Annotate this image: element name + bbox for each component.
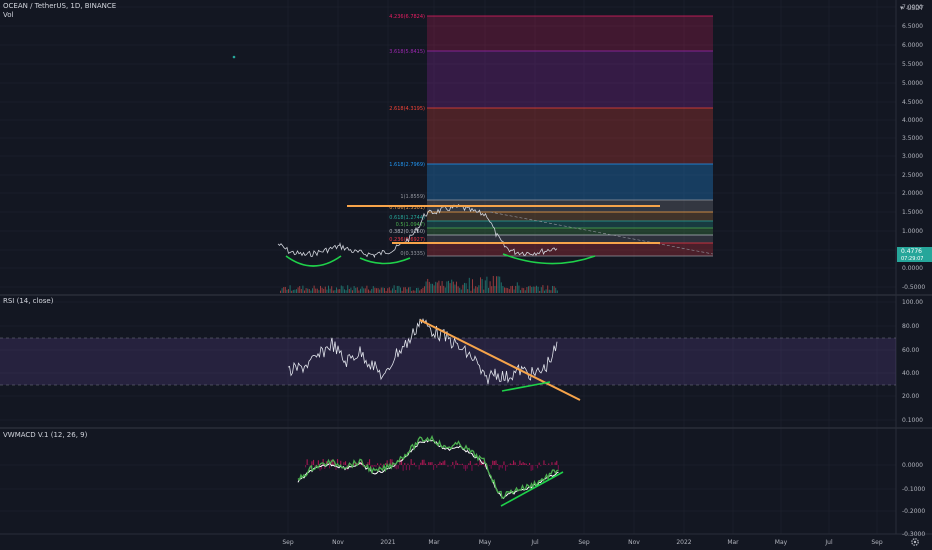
- time-axis-label: Jul: [824, 539, 833, 546]
- chart-marker-dot: [232, 55, 236, 59]
- macd-axis[interactable]: 0.1000 0.0000 -0.1000 -0.2000 -0.3000: [902, 417, 925, 538]
- fib-band-3618: [427, 51, 713, 108]
- price-axis-label: 1.5000: [902, 209, 923, 216]
- rsi-axis-label: 80.00: [902, 323, 919, 330]
- volume-bars: [280, 275, 558, 293]
- time-axis-label: Nov: [332, 539, 344, 546]
- cup-pattern-curves[interactable]: [285, 253, 596, 267]
- projection-dashed-line[interactable]: [489, 211, 714, 255]
- last-price-badge: 0.4776 07:29:07: [897, 247, 932, 262]
- time-axis-label: Sep: [871, 539, 883, 546]
- macd-trend-line[interactable]: [500, 471, 564, 507]
- price-axis-label: 2.5000: [902, 172, 923, 179]
- last-price-value: 0.4776: [901, 248, 922, 255]
- price-axis-label: 6.0000: [902, 42, 923, 49]
- fib-band-0786: [427, 212, 713, 221]
- fib-label: 0.618(1.2744): [389, 215, 425, 221]
- price-axis-label: 6.5000: [902, 23, 923, 30]
- fib-label: 0.382(0.9150): [389, 229, 425, 235]
- volume-indicator-label[interactable]: Vol: [3, 11, 14, 19]
- fib-label: 4.236(6.7824): [389, 14, 425, 20]
- fib-label: 1(1.8559): [400, 194, 425, 200]
- time-axis[interactable]: Sep Nov 2021 Mar May Jul Sep Nov 2022 Mar May Jul Se…: [282, 539, 883, 546]
- macd-axis-label: 0.1000: [902, 417, 923, 424]
- price-axis-label: 1.0000: [902, 228, 923, 235]
- macd-line[interactable]: [297, 434, 559, 499]
- price-axis-label: 4.5000: [902, 99, 923, 106]
- rsi-axis-label: 40.00: [902, 370, 919, 377]
- countdown-timer: 07:29:07: [901, 256, 923, 262]
- price-axis-label: 4.0000: [902, 117, 923, 124]
- symbol-title[interactable]: OCEAN / TetherUS, 1D, BINANCE: [3, 2, 117, 10]
- price-axis-label: 5.0000: [902, 80, 923, 87]
- macd-axis-label: -0.3000: [902, 531, 925, 538]
- grid-lines: [0, 0, 896, 534]
- price-axis-label: 7.0000: [902, 4, 923, 11]
- rsi-axis-label: 60.00: [902, 347, 919, 354]
- fib-band-2618: [427, 108, 713, 164]
- time-axis-label: May: [479, 539, 492, 546]
- time-axis-label: Jul: [530, 539, 539, 546]
- fib-band-4236: [427, 16, 713, 51]
- time-axis-label: Nov: [628, 539, 640, 546]
- time-axis-label: 2022: [676, 539, 691, 546]
- price-axis-label: 0.0000: [902, 265, 923, 272]
- price-axis-label: -0.5000: [902, 284, 925, 291]
- fib-band-0236: [427, 243, 713, 256]
- currency-dropdown-icon[interactable]: ▾: [900, 4, 904, 12]
- gear-icon[interactable]: [911, 538, 919, 546]
- price-axis-label: 2.0000: [902, 190, 923, 197]
- time-axis-label: Sep: [578, 539, 590, 546]
- price-axis-label: 5.5000: [902, 61, 923, 68]
- fib-label: 2.618(4.3195): [389, 106, 425, 112]
- rsi-band-background: [0, 338, 896, 385]
- fib-band-05: [427, 228, 713, 235]
- fib-band-0382: [427, 235, 713, 243]
- rsi-axis[interactable]: 100.00 80.00 60.00 40.00 20.00: [902, 299, 923, 400]
- fib-band-0618: [427, 221, 713, 228]
- macd-axis-label: -0.1000: [902, 486, 925, 493]
- rsi-axis-label: 100.00: [902, 299, 923, 306]
- fib-label: 0.5(1.0947): [396, 222, 425, 228]
- price-axis-label: 3.5000: [902, 135, 923, 142]
- rsi-divergence-line[interactable]: [501, 381, 551, 392]
- rsi-downtrend-line[interactable]: [419, 319, 581, 401]
- price-axis-label: 3.0000: [902, 153, 923, 160]
- macd-axis-label: 0.0000: [902, 462, 923, 469]
- fib-label: 3.618(5.8415): [389, 49, 425, 55]
- time-axis-label: 2021: [380, 539, 395, 546]
- rsi-axis-label: 20.00: [902, 393, 919, 400]
- currency-label: USDT: [907, 5, 924, 12]
- time-axis-label: Mar: [727, 539, 739, 546]
- time-axis-label: Sep: [282, 539, 294, 546]
- rsi-indicator-title[interactable]: RSI (14, close): [3, 297, 54, 305]
- fib-band-1618: [427, 164, 713, 200]
- price-series-line[interactable]: [277, 203, 558, 259]
- time-axis-label: Mar: [428, 539, 440, 546]
- macd-axis-label: -0.2000: [902, 508, 925, 515]
- fib-label: 0(0.3335): [400, 251, 425, 257]
- fib-label: 1.618(2.7969): [389, 162, 425, 168]
- time-axis-label: May: [775, 539, 788, 546]
- fib-extension-tool[interactable]: 4.236(6.7824) 3.618(5.8415) 2.618(4.3195…: [389, 14, 713, 257]
- fib-label: 0.786(1.5301): [389, 205, 425, 211]
- macd-indicator-title[interactable]: VWMACD V.1 (12, 26, 9): [3, 431, 88, 439]
